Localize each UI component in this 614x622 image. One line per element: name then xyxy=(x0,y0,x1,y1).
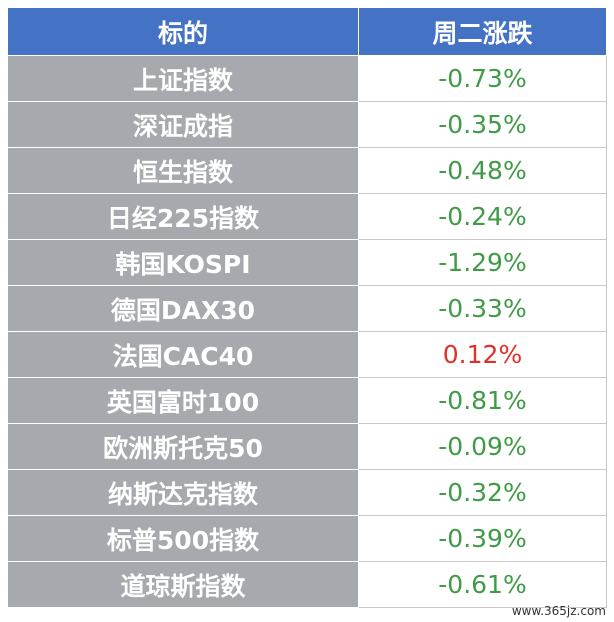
change-cell: -0.33% xyxy=(358,285,607,332)
name-cell: 上证指数 xyxy=(7,55,359,102)
table-row: 道琼斯指数 -0.61% xyxy=(7,561,607,608)
name-cell: 欧洲斯托克50 xyxy=(7,423,359,470)
change-cell: 0.12% xyxy=(358,331,607,378)
change-cell: -0.09% xyxy=(358,423,607,470)
header-cell: 周二涨跌 xyxy=(358,7,607,56)
name-cell: 法国CAC40 xyxy=(7,331,359,378)
change-cell: -0.39% xyxy=(358,515,607,562)
table-row: 欧洲斯托克50 -0.09% xyxy=(7,423,607,470)
table: 标的 周二涨跌 上证指数 -0.73% 深证成指 -0.35% 恒生指数 -0.48% 日经… xyxy=(7,7,607,608)
table-row: 上证指数 -0.73% xyxy=(7,55,607,102)
table-body: 上证指数 -0.73% 深证成指 -0.35% 恒生指数 -0.48% 日经225指数 -0.… xyxy=(7,55,607,608)
change-cell: -0.32% xyxy=(358,469,607,516)
table-row: 法国CAC40 0.12% xyxy=(7,331,607,378)
table-row: 纳斯达克指数 -0.32% xyxy=(7,469,607,516)
name-cell: 德国DAX30 xyxy=(7,285,359,332)
name-cell: 深证成指 xyxy=(7,101,359,148)
change-cell: -1.29% xyxy=(358,239,607,286)
table-row: 深证成指 -0.35% xyxy=(7,101,607,148)
name-cell: 道琼斯指数 xyxy=(7,561,359,608)
change-cell: -0.48% xyxy=(358,147,607,194)
change-cell: -0.24% xyxy=(358,193,607,240)
table-row: 恒生指数 -0.48% xyxy=(7,147,607,194)
change-cell: -0.73% xyxy=(358,55,607,102)
name-cell: 英国富时100 xyxy=(7,377,359,424)
name-cell: 恒生指数 xyxy=(7,147,359,194)
name-cell: 标普500指数 xyxy=(7,515,359,562)
change-cell: -0.81% xyxy=(358,377,607,424)
header-cell: 标的 xyxy=(7,7,359,56)
table-row: 韩国KOSPI -1.29% xyxy=(7,239,607,286)
name-cell: 日经225指数 xyxy=(7,193,359,240)
watermark: www.365jz.com xyxy=(511,604,606,618)
header-row: 标的 周二涨跌 xyxy=(7,7,607,56)
change-cell: -0.35% xyxy=(358,101,607,148)
name-cell: 纳斯达克指数 xyxy=(7,469,359,516)
change-cell: -0.61% xyxy=(358,561,607,608)
table-row: 德国DAX30 -0.33% xyxy=(7,285,607,332)
name-cell: 韩国KOSPI xyxy=(7,239,359,286)
table-row: 日经225指数 -0.24% xyxy=(7,193,607,240)
table-row: 标普500指数 -0.39% xyxy=(7,515,607,562)
table-row: 英国富时100 -0.81% xyxy=(7,377,607,424)
